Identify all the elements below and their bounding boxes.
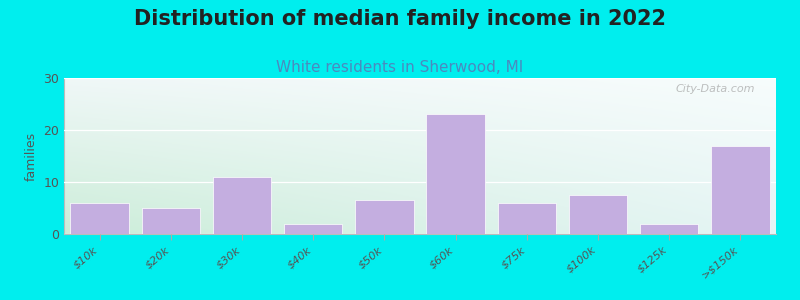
Bar <box>284 224 342 234</box>
Bar <box>142 208 200 234</box>
Bar <box>640 224 698 234</box>
Bar <box>569 195 627 234</box>
Text: City-Data.com: City-Data.com <box>675 84 754 94</box>
Bar <box>498 203 556 234</box>
Y-axis label: families: families <box>25 131 38 181</box>
Text: White residents in Sherwood, MI: White residents in Sherwood, MI <box>276 60 524 75</box>
Bar <box>711 146 770 234</box>
Bar <box>426 114 485 234</box>
Bar <box>213 177 271 234</box>
Bar <box>70 203 129 234</box>
Text: Distribution of median family income in 2022: Distribution of median family income in … <box>134 9 666 29</box>
Bar <box>355 200 414 234</box>
